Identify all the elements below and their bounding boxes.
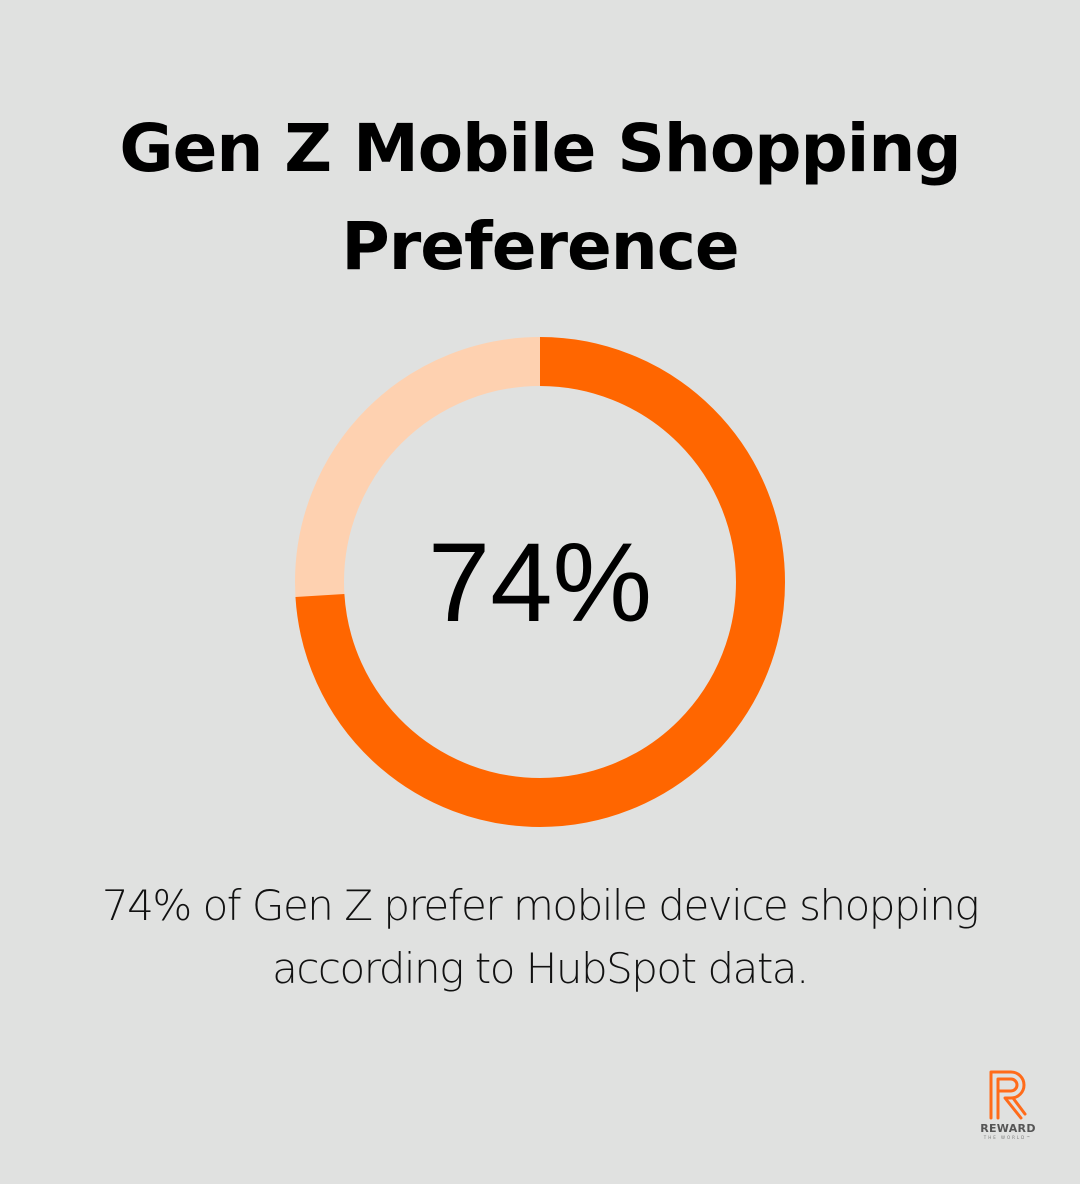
chart-title-line-2: Preference [341,208,739,285]
logo-tagline: THE WORLD™ [983,1135,1033,1140]
donut-primary-segment [295,337,785,827]
caption-line-2: according to HubSpot data. [272,944,809,993]
logo-wordmark: REWARD [980,1122,1036,1135]
chart-title-line-1: Gen Z Mobile Shopping [119,110,961,187]
caption-line-1: 74% of Gen Z prefer mobile device shoppi… [101,881,980,930]
letter-r-logo-icon [989,1070,1027,1120]
chart-caption: 74% of Gen Z prefer mobile device shoppi… [0,874,1080,1000]
reward-logo: REWARD THE WORLD™ [972,1068,1044,1148]
chart-title: Gen Z Mobile Shopping Preference [0,100,1080,296]
donut-chart [295,337,785,827]
center-percentage: 74% [427,519,653,645]
